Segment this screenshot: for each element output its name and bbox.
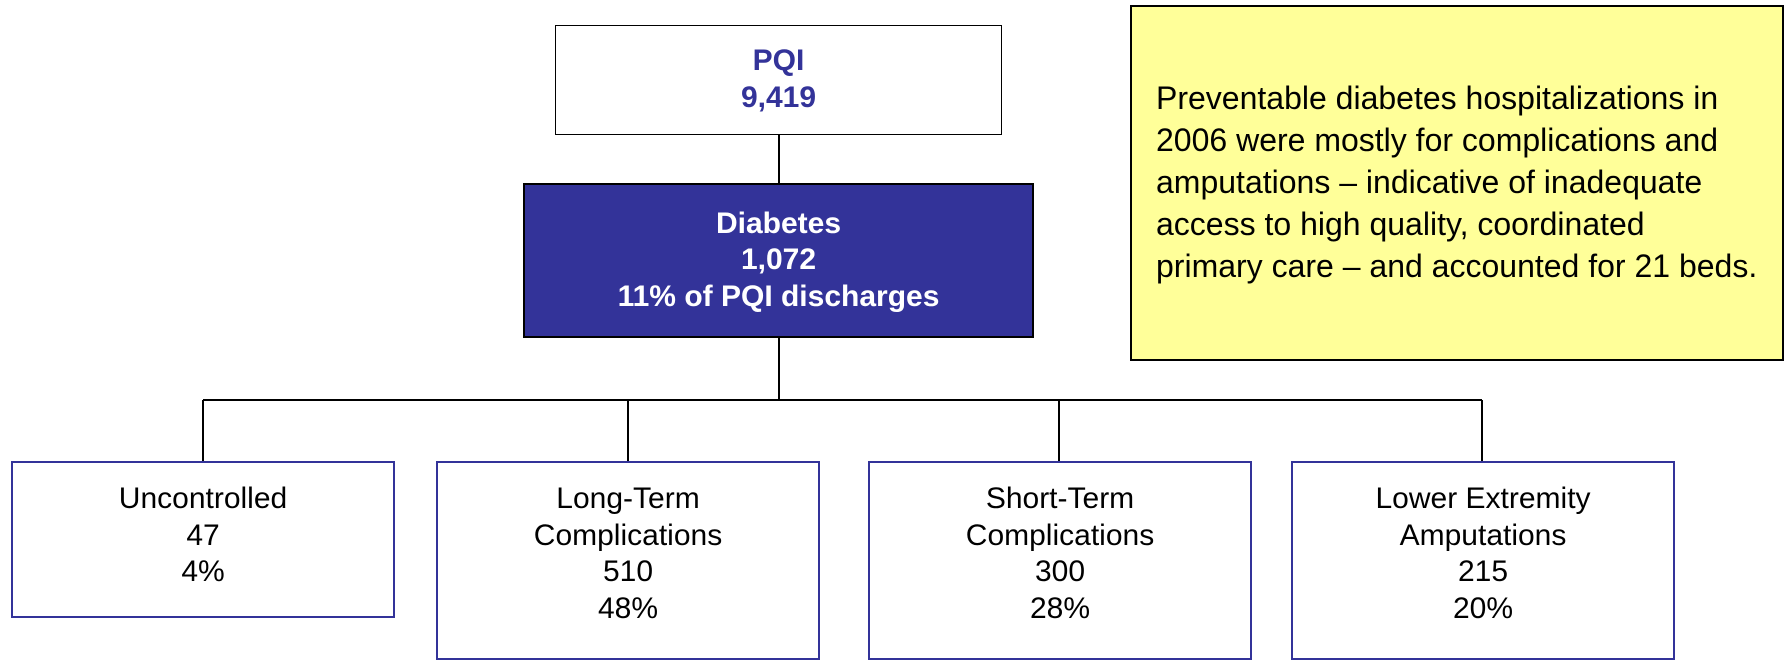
node-share: 20% bbox=[1452, 591, 1514, 625]
child-node: Uncontrolled 47 4% bbox=[11, 461, 395, 618]
node-label: Short-Term Complications bbox=[965, 482, 1155, 552]
node-value: 215 bbox=[1457, 555, 1509, 589]
node-value: 47 bbox=[186, 518, 220, 552]
node-value: 9,419 bbox=[740, 81, 817, 114]
node-label: PQI bbox=[752, 44, 805, 78]
node-share: 28% bbox=[1029, 591, 1091, 625]
note: Preventable diabetes hospitalizations in… bbox=[1130, 5, 1784, 361]
node-share: 11% of PQI discharges bbox=[617, 279, 940, 313]
child-node: Lower Extremity Amputations 215 20% bbox=[1291, 461, 1675, 660]
node-share: 4% bbox=[181, 555, 225, 589]
diabetes-node: Diabetes 1,072 11% of PQI discharges bbox=[523, 183, 1034, 338]
node-label: Lower Extremity Amputations bbox=[1375, 482, 1591, 552]
node-label: Long-Term Complications bbox=[533, 482, 723, 552]
child-node: Short-Term Complications 300 28% bbox=[868, 461, 1252, 660]
node-share: 48% bbox=[597, 591, 659, 625]
node-value: 510 bbox=[602, 555, 654, 589]
note-text: Preventable diabetes hospitalizations in… bbox=[1156, 80, 1758, 284]
node-value: 300 bbox=[1034, 555, 1086, 589]
node-label: Uncontrolled bbox=[118, 482, 288, 515]
root-node: PQI 9,419 bbox=[555, 25, 1002, 135]
node-value: 1,072 bbox=[740, 243, 817, 277]
node-label: Diabetes bbox=[715, 206, 842, 240]
child-node: Long-Term Complications 510 48% bbox=[436, 461, 820, 660]
